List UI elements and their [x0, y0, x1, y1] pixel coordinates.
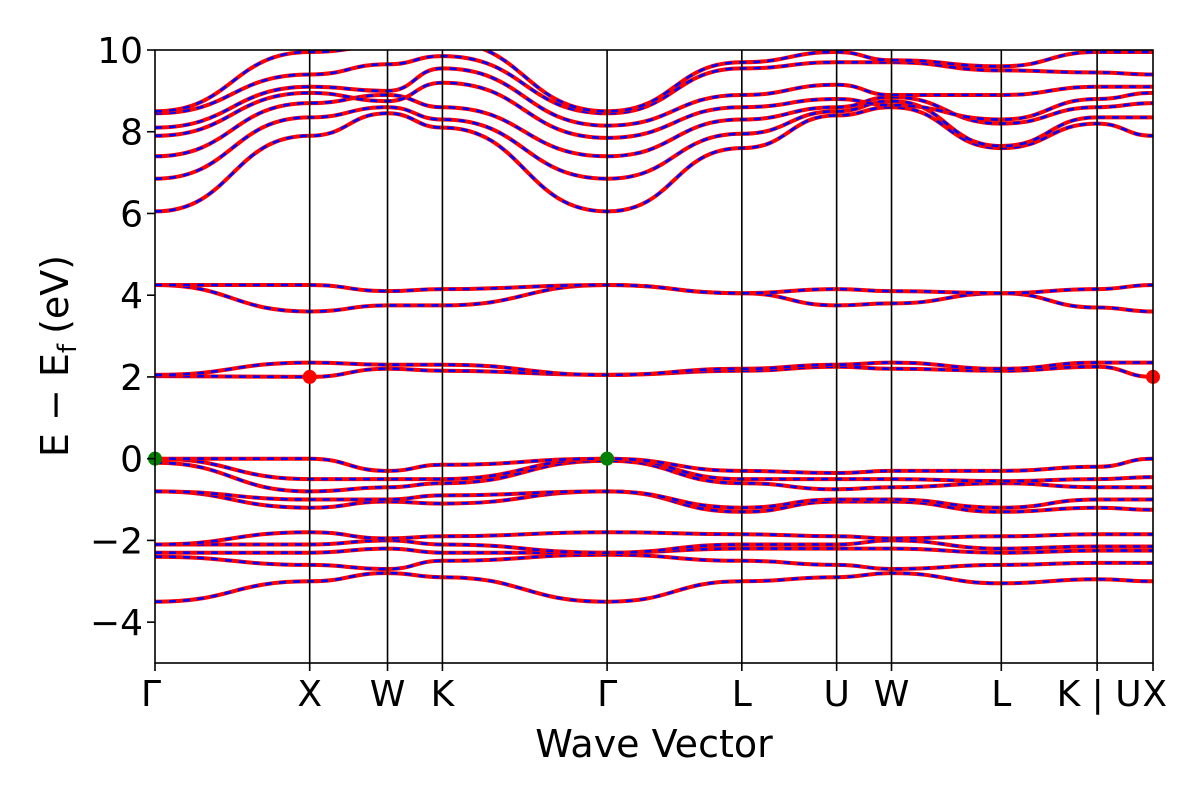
- band-6-down: [155, 490, 1153, 510]
- y-axis-title-main: E − E: [33, 353, 77, 457]
- y-axis-ticks: −4 −2 0 2 4 6 8 10: [90, 31, 155, 644]
- y-tick-label-4: 4: [120, 276, 143, 317]
- band-3-down: [155, 539, 1153, 555]
- band-2-up: [155, 546, 1153, 555]
- y-tick-label-0: −4: [90, 603, 143, 644]
- cbm-marker-2: [302, 369, 317, 384]
- x-tick-label-5: L: [732, 674, 752, 715]
- band-8-down: [155, 457, 1153, 483]
- y-tick-label-7: 10: [97, 31, 143, 72]
- x-axis-title: Wave Vector: [535, 722, 773, 766]
- band-15-up: [155, 99, 1153, 181]
- x-tick-label-8: L: [991, 674, 1011, 715]
- x-tick-label-1: X: [297, 674, 322, 715]
- y-tick-label-5: 6: [120, 194, 143, 235]
- band-11-down: [155, 361, 1153, 377]
- band-4-down: [155, 530, 1153, 546]
- y-axis-title-subscript: f: [53, 343, 83, 353]
- plot-background: [155, 50, 1153, 663]
- y-tick-label-2: 0: [120, 440, 143, 481]
- x-tick-label-3: K: [431, 674, 456, 715]
- x-tick-label-10: X: [1142, 674, 1167, 715]
- plot-frame: [154, 49, 1154, 664]
- y-tick-label-3: 2: [120, 358, 143, 399]
- vbm-marker-1: [600, 451, 615, 466]
- x-tick-label-4: Γ: [597, 674, 617, 715]
- y-tick-label-6: 8: [120, 113, 143, 154]
- x-tick-label-2: W: [370, 674, 406, 715]
- high-symmetry-lines: [308, 50, 1098, 663]
- band-1-down: [155, 553, 1153, 571]
- band-19-down: [155, 54, 1153, 115]
- band-9-up: [155, 456, 1153, 476]
- x-tick-label-9: K | U: [1057, 674, 1142, 715]
- band-13-up: [155, 282, 1153, 296]
- x-tick-label-7: W: [874, 674, 910, 715]
- x-tick-label-0: Γ: [141, 674, 161, 715]
- y-axis-title-unit: (eV): [33, 255, 77, 334]
- y-tick-label-1: −2: [90, 521, 143, 562]
- y-axis-title: E − Ef (eV): [33, 255, 83, 457]
- x-tick-label-6: U: [823, 674, 849, 715]
- band-18-down: [155, 67, 1153, 129]
